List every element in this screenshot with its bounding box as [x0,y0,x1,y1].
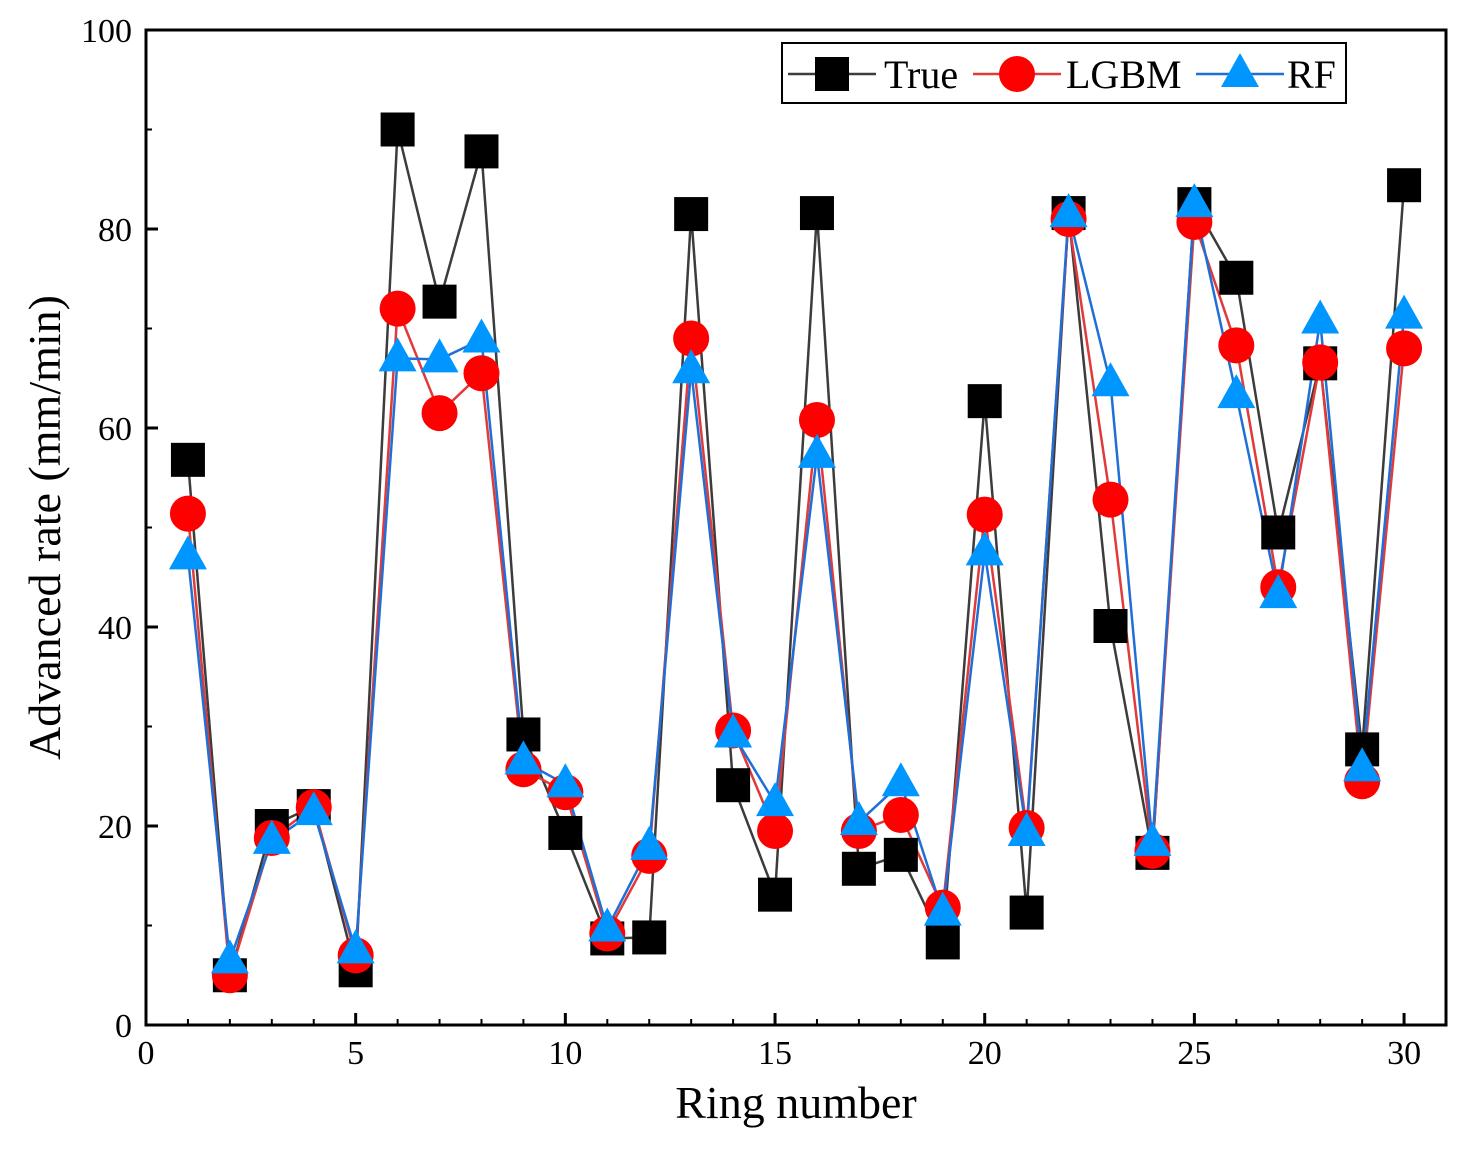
data-point-rf [546,763,585,798]
data-point-rf [588,907,627,942]
plot-frame [144,28,1448,1027]
data-point-rf [965,531,1004,566]
data-point-true [716,768,751,803]
data-point-lgbm [169,495,206,532]
data-point-true [1219,260,1254,295]
data-point-true [1261,515,1296,550]
y-tick-label: 20 [98,809,132,846]
data-point-rf [839,801,878,836]
x-tick-label: 30 [1387,1035,1421,1072]
x-tick-label: 25 [1177,1035,1211,1072]
data-point-rf [252,819,291,854]
legend-label-lgbm: LGBM [1066,52,1182,97]
x-tick-label: 20 [968,1035,1002,1072]
data-point-rf [462,318,501,353]
data-point-lgbm [1302,344,1339,381]
legend: True LGBM RF [781,42,1347,104]
data-point-rf [1175,183,1214,218]
y-axis-title: Advanced rate (mm/min) [19,295,70,760]
data-point-rf [1217,374,1256,409]
data-point-lgbm [421,395,458,432]
data-point-rf [420,338,459,373]
data-point-rf [378,337,417,372]
data-point-rf [1385,294,1424,329]
legend-marker-lgbm [999,56,1035,92]
data-point-lgbm [757,812,794,849]
series-line-rf [186,203,1406,961]
legend-marker-true [815,57,849,91]
data-point-lgbm [1218,327,1255,364]
data-point-true [464,134,499,169]
data-point-true [170,442,205,477]
data-point-rf [756,782,795,817]
data-point-lgbm [1386,330,1423,367]
data-point-rf [168,535,207,570]
data-point-rf [1301,299,1340,334]
data-point-rf [504,740,543,775]
data-point-rf [923,891,962,926]
data-point-rf [1049,193,1088,228]
data-point-true [1387,168,1422,203]
data-point-true [1093,609,1128,644]
data-point-rf [1259,574,1298,609]
x-axis-title: Ring number [675,1077,916,1128]
data-point-rf [672,349,711,384]
data-point-lgbm [966,496,1003,533]
data-point-rf [210,939,249,974]
data-point-lgbm [1092,481,1129,518]
y-tick-label: 80 [98,212,132,249]
data-point-rf [1343,747,1382,782]
data-point-rf [1091,362,1130,397]
data-point-true [632,920,667,955]
data-point-true [841,851,876,886]
data-point-true [1009,895,1044,930]
data-point-true [422,284,457,319]
x-tick-label: 5 [347,1035,364,1072]
legend-label-rf: RF [1287,52,1336,97]
x-tick-label: 15 [758,1035,792,1072]
y-tick-label: 0 [115,1008,132,1045]
data-point-true [883,837,918,872]
data-point-rf [336,929,375,964]
y-axis: 0 20 40 60 80 100 [81,13,158,1045]
data-point-true [967,384,1002,419]
x-axis: 0 5 10 15 20 25 30 [138,1013,1421,1072]
y-tick-label: 40 [98,610,132,647]
y-tick-label: 60 [98,411,132,448]
data-point-true [548,815,583,850]
data-point-true [674,197,709,232]
data-point-rf [630,825,669,860]
data-point-true [758,877,793,912]
y-tick-label: 100 [81,13,132,50]
series-line-true [186,129,1406,976]
data-point-lgbm [379,290,416,327]
x-tick-label: 0 [138,1035,155,1072]
data-point-true [380,112,415,147]
data-point-rf [1007,811,1046,846]
data-point-true [799,196,834,231]
plot-markers [168,112,1424,994]
x-tick-label: 10 [548,1035,582,1072]
data-point-rf [881,762,920,797]
data-point-lgbm [673,320,710,357]
plot-lines [186,129,1406,976]
data-point-rf [714,713,753,748]
data-point-rf [797,433,836,468]
data-point-rf [1133,821,1172,856]
legend-label-true: True [884,52,958,97]
data-point-true [925,925,960,960]
legend-marker-rf [1221,53,1259,87]
data-point-rf [294,791,333,826]
data-point-lgbm [882,797,919,834]
data-point-lgbm [798,402,835,439]
data-point-lgbm [463,355,500,392]
